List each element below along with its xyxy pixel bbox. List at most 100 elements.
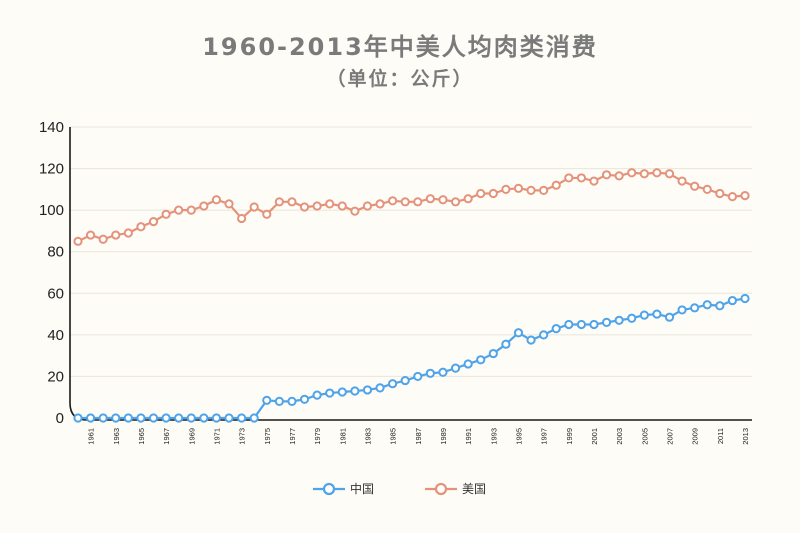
data-point (727, 192, 738, 202)
data-point (388, 379, 398, 389)
data-point (740, 190, 750, 201)
x-tick-label: 1965 (137, 428, 146, 445)
data-point (413, 197, 423, 207)
x-tick-label: 1991 (464, 428, 473, 445)
data-point (262, 395, 272, 405)
data-point (589, 319, 599, 330)
x-tick-label: 1987 (414, 428, 423, 445)
x-tick-label: 2013 (741, 428, 750, 445)
x-tick-label: 2001 (590, 428, 599, 445)
data-point (438, 367, 448, 377)
x-tick-label: 1967 (162, 428, 171, 445)
x-tick-label: 1969 (187, 428, 196, 445)
data-point (98, 234, 108, 244)
data-point (400, 197, 410, 207)
x-tick-label: 1983 (363, 428, 372, 445)
data-point (526, 185, 536, 195)
data-point (350, 206, 360, 216)
data-point (476, 355, 486, 365)
data-point (337, 387, 347, 397)
data-point (388, 196, 398, 206)
data-point (677, 305, 687, 315)
data-point (400, 375, 410, 386)
data-point (85, 230, 96, 240)
data-point (488, 188, 498, 199)
data-point (425, 368, 435, 378)
data-point (73, 236, 83, 246)
data-point (274, 396, 284, 406)
data-point (199, 201, 209, 211)
data-point (73, 413, 83, 423)
x-tick-label: 1993 (489, 428, 498, 445)
data-point (186, 205, 196, 215)
data-point (224, 199, 234, 209)
data-point (312, 201, 322, 211)
data-point (501, 339, 511, 349)
x-tick-label: 1973 (238, 428, 247, 445)
legend-label: 中国 (350, 481, 374, 496)
data-point (375, 199, 385, 209)
data-point (526, 335, 536, 345)
data-point (174, 205, 184, 215)
data-point (136, 413, 146, 423)
y-tick-label: 60 (47, 285, 64, 302)
chart-title: 1960-2013年中美人均肉类消费 (202, 33, 598, 61)
data-point (287, 396, 297, 406)
series-china (73, 293, 750, 423)
data-point (325, 199, 335, 209)
legend-label: 美国 (462, 482, 486, 496)
y-tick-label: 80 (47, 244, 64, 261)
data-point (702, 300, 712, 310)
data-point (601, 170, 612, 180)
data-point (362, 201, 373, 211)
x-tick-label: 1971 (212, 428, 221, 445)
data-point (438, 195, 448, 205)
data-point (664, 169, 675, 179)
x-tick-label: 1979 (313, 428, 322, 445)
data-point (740, 293, 750, 304)
data-point (564, 319, 574, 330)
gridlines (70, 126, 752, 377)
y-tick-label: 20 (47, 368, 64, 385)
data-point (727, 295, 738, 306)
series-usa (73, 168, 750, 246)
x-tick-label: 1995 (514, 428, 523, 445)
data-point (576, 319, 586, 330)
chart-subtitle: （单位：公斤） (326, 67, 473, 90)
data-point (123, 228, 133, 238)
x-tick-label: 1989 (439, 428, 448, 445)
x-tick-label: 1999 (565, 428, 574, 445)
data-point (664, 312, 675, 322)
x-tick-label: 1997 (540, 428, 549, 445)
data-point (513, 328, 524, 338)
data-point (513, 183, 524, 193)
data-point (350, 386, 360, 396)
data-point (450, 197, 461, 207)
legend: 中国 美国 (313, 481, 486, 496)
y-tick-label: 100 (39, 202, 64, 219)
data-point (249, 413, 259, 423)
data-point (123, 413, 133, 423)
data-point (337, 201, 347, 211)
series-layer (73, 168, 750, 423)
data-point (299, 202, 310, 212)
legend-item: 美国 (425, 482, 486, 496)
x-axis-ticks: 1961 1963 1965 1967 1969 1971 1973 1975 1977 1979… (87, 428, 750, 445)
data-point (274, 197, 284, 207)
data-point (539, 330, 549, 340)
data-point (299, 394, 310, 404)
data-point (111, 413, 121, 423)
x-tick-label: 2005 (640, 428, 649, 445)
data-point (627, 168, 637, 178)
x-tick-label: 1961 (87, 428, 96, 445)
y-tick-label: 0 (56, 410, 64, 427)
data-point (224, 413, 234, 423)
data-point (715, 188, 725, 199)
data-point (652, 168, 662, 178)
x-tick-label: 1963 (112, 428, 121, 445)
x-tick-label: 2011 (716, 428, 725, 444)
data-point (161, 413, 171, 423)
data-point (362, 385, 373, 395)
y-axis-ticks: 0 20 40 60 80 100 120 140 (39, 119, 64, 427)
